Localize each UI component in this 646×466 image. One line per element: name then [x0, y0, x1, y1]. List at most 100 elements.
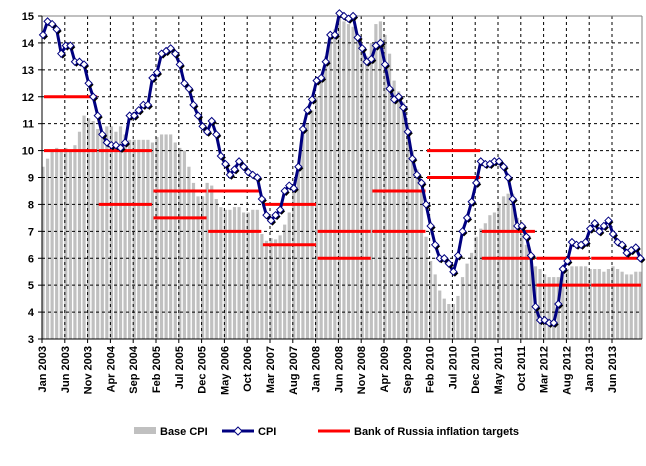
cpi-marker [353, 33, 362, 42]
base-cpi-bar [611, 266, 615, 339]
cpi-marker [216, 151, 226, 161]
x-tick-label: Jul 2010 [447, 346, 459, 389]
x-tick-label: Jul 2005 [174, 346, 186, 389]
base-cpi-bar [201, 196, 205, 339]
cpi-marker [57, 49, 66, 58]
cpi-marker [412, 170, 422, 180]
base-cpi-bar [397, 91, 401, 339]
base-cpi-bar [529, 252, 533, 339]
base-cpi-bar [77, 131, 82, 339]
y-tick-label: 15 [22, 11, 34, 23]
cpi-marker [608, 229, 618, 239]
y-tick-label: 4 [28, 307, 35, 319]
base-cpi-bar [242, 212, 246, 339]
y-tick-label: 11 [22, 119, 34, 131]
base-cpi-bar [606, 269, 611, 339]
base-cpi-bar [433, 274, 437, 339]
base-cpi-bar [264, 240, 269, 339]
base-cpi-bar [114, 131, 118, 339]
cpi-marker [549, 318, 558, 328]
base-cpi-bar [296, 169, 300, 339]
cpi-marker [166, 44, 175, 53]
x-tick-label: Aug 2012 [561, 346, 573, 395]
base-cpi-bar [483, 223, 487, 339]
base-cpi-bar [287, 212, 291, 339]
cpi-marker [357, 44, 367, 53]
x-tick-label: Sep 2009 [402, 346, 414, 394]
x-tick-label: Nov 2008 [356, 346, 368, 394]
y-tick-label: 12 [22, 92, 34, 104]
base-cpi-bar [470, 252, 474, 339]
base-cpi-bar [214, 199, 218, 339]
base-cpi-bar [574, 266, 579, 339]
x-tick-label: Jun 2008 [333, 346, 345, 393]
x-tick-label: Jun 2003 [60, 346, 72, 393]
cpi-marker [385, 84, 394, 93]
base-cpi-bar [497, 204, 501, 339]
base-cpi-bar [141, 139, 145, 339]
cpi-marker [52, 25, 61, 34]
base-cpi-bar [319, 80, 323, 339]
base-cpi-bar [638, 271, 642, 339]
base-cpi-bar [82, 115, 86, 339]
cpi-marker [444, 259, 454, 268]
cpi-marker [321, 57, 330, 66]
base-cpi-bar [169, 134, 173, 339]
base-cpi-bar [159, 134, 164, 339]
cpi-marker [631, 243, 641, 252]
y-tick-label: 9 [28, 173, 34, 185]
cpi-marker [458, 227, 467, 236]
base-cpi-bar [292, 188, 296, 339]
base-cpi-bar [118, 126, 123, 339]
base-cpi-bar [187, 166, 191, 339]
base-cpi-bar [219, 207, 223, 339]
cpi-marker [152, 68, 162, 77]
cpi-marker [367, 54, 376, 64]
cpi-marker [234, 157, 244, 166]
base-cpi-bar [360, 50, 364, 339]
base-cpi-bar [520, 234, 524, 339]
cpi-marker [298, 124, 308, 134]
cpi-marker [517, 221, 527, 231]
base-cpi-bar [565, 269, 569, 339]
cpi-marker [212, 130, 221, 139]
cpi-marker [66, 41, 75, 50]
base-cpi-bar [378, 21, 383, 340]
base-cpi-bar [41, 166, 45, 339]
base-cpi-bar [593, 269, 597, 339]
cpi-marker [98, 130, 107, 139]
base-cpi-bar [310, 110, 314, 339]
base-cpi-bar [511, 193, 515, 339]
base-cpi-bar [634, 271, 638, 339]
cpi-marker [595, 227, 604, 236]
cpi-marker [88, 92, 98, 101]
cpi-marker [421, 200, 431, 209]
base-cpi-bar [196, 196, 200, 339]
x-tick-label: Apr 2004 [105, 345, 117, 392]
base-cpi-bar [342, 21, 346, 340]
base-cpi-bar [315, 96, 319, 339]
x-tick-label: Oct 2006 [242, 346, 254, 392]
cpi-marker [376, 38, 385, 48]
base-cpi-bar [246, 212, 250, 339]
base-cpi-bar [137, 139, 141, 339]
x-tick-label: May 2006 [219, 346, 231, 395]
cpi-marker [84, 79, 93, 88]
y-tick-label: 13 [22, 65, 34, 77]
base-cpi-bar [87, 118, 91, 340]
x-tick-label: Jan 2003 [37, 346, 49, 392]
base-cpi-bar [492, 212, 497, 339]
base-cpi-bar [283, 224, 287, 339]
x-tick-label: Nov 2003 [83, 346, 95, 394]
cpi-marker [599, 221, 609, 231]
cpi-marker [280, 186, 289, 196]
base-cpi-bar [269, 238, 273, 339]
cpi-marker [171, 49, 180, 58]
cpi-marker [243, 167, 253, 177]
base-cpi-bar [150, 142, 155, 339]
base-cpi-bar [579, 266, 583, 339]
x-tick-label: Jan 2013 [584, 346, 596, 392]
y-tick-label: 8 [28, 199, 34, 211]
base-cpi-bar [629, 274, 633, 339]
